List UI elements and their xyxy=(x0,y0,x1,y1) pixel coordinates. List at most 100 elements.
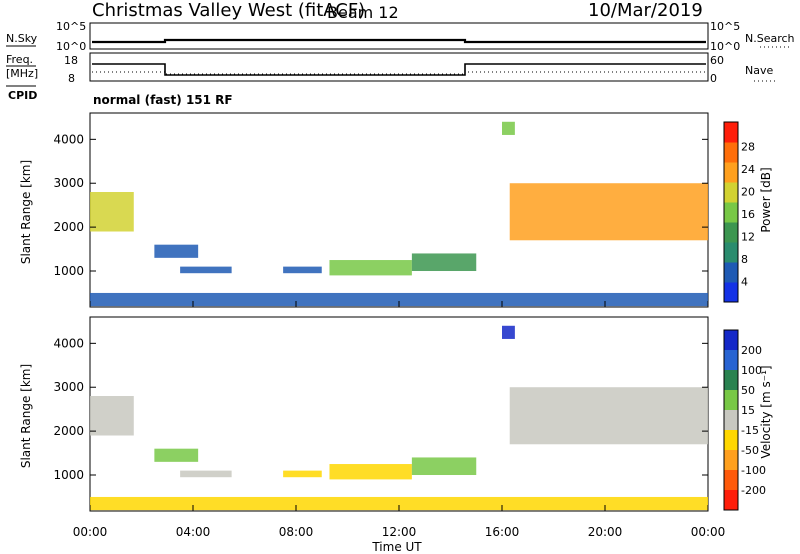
echo-region xyxy=(502,325,515,339)
colorbar-tick-label: 28 xyxy=(741,141,755,154)
colorbar-tick-label: -200 xyxy=(741,484,766,497)
freq-panel-frame xyxy=(89,52,709,82)
nsearch-label: N.Search xyxy=(745,32,795,45)
power-colorbar-label: Power [dB] xyxy=(759,167,773,232)
colorbar-swatch xyxy=(724,450,738,471)
freq-tick-top: 18 xyxy=(64,54,78,67)
colorbar-frame xyxy=(723,121,739,303)
nsky-trace xyxy=(92,38,706,44)
time-axis-tick-labels: 00:00 04:00 08:00 12:00 16:00 20:00 00:00 xyxy=(73,525,726,539)
colorbar-tick-label: 50 xyxy=(741,384,755,397)
y-tick-label: 2000 xyxy=(53,220,84,234)
nsearch-tick-top: 10^5 xyxy=(710,20,740,33)
echo-region xyxy=(180,470,232,478)
nsearch-tick-bottom: 10^0 xyxy=(710,40,740,53)
x-tick-label: 00:00 xyxy=(691,525,726,539)
velocity-panel: 1000 2000 3000 4000 Slant Range [km] 200 100… xyxy=(19,316,773,512)
nave-tick-bottom: 0 xyxy=(710,72,717,85)
colorbar-swatch xyxy=(724,410,738,431)
echo-region xyxy=(509,387,708,445)
freq-label: Freq. xyxy=(6,53,33,66)
colorbar-swatch xyxy=(724,470,738,491)
echo-region xyxy=(90,396,134,436)
colorbar-tick-label: 16 xyxy=(741,208,755,221)
freq-unit-label: [MHz] xyxy=(6,67,38,80)
velocity-colorbar: 200 100 50 15 -15 -50 -100 -200 xyxy=(723,329,766,511)
colorbar-swatch xyxy=(724,142,738,163)
colorbar-frame xyxy=(723,329,739,511)
colorbar-swatch xyxy=(724,242,738,263)
cpid-text: normal (fast) 151 RF xyxy=(93,93,233,107)
beam-label: Beam 12 xyxy=(327,3,399,22)
y-tick-label: 4000 xyxy=(53,336,84,350)
nave-tick-top: 60 xyxy=(710,54,724,67)
y-tick-label: 3000 xyxy=(53,380,84,394)
y-tick-label: 4000 xyxy=(53,132,84,146)
echo-region xyxy=(502,121,515,135)
y-tick-label: 3000 xyxy=(53,176,84,190)
colorbar-swatch xyxy=(724,430,738,451)
freq-tick-bottom: 8 xyxy=(68,72,75,85)
x-tick-label: 20:00 xyxy=(588,525,623,539)
velocity-echoes xyxy=(90,325,708,511)
colorbar-swatch xyxy=(724,262,738,283)
y-tick-label: 1000 xyxy=(53,468,84,482)
velocity-ylabel: Slant Range [km] xyxy=(19,364,33,468)
nsky-label: N.Sky xyxy=(6,32,38,45)
x-tick-label: 08:00 xyxy=(279,525,314,539)
colorbar-tick-label: -100 xyxy=(741,464,766,477)
x-tick-label: 16:00 xyxy=(485,525,520,539)
colorbar-tick-label: 20 xyxy=(741,186,755,199)
colorbar-swatch xyxy=(724,350,738,371)
echo-region xyxy=(283,470,322,478)
colorbar-swatch xyxy=(724,182,738,203)
echo-region xyxy=(154,448,199,462)
y-tick-label: 1000 xyxy=(53,264,84,278)
cpid-label: CPID xyxy=(8,89,37,102)
y-tick-label: 2000 xyxy=(53,424,84,438)
colorbar-tick-label: 4 xyxy=(741,276,748,289)
station-title: Christmas Valley West (fitACF) xyxy=(92,0,365,21)
echo-region xyxy=(180,266,232,274)
nave-label: Nave xyxy=(745,64,773,77)
colorbar-swatch xyxy=(724,202,738,223)
x-tick-label: 04:00 xyxy=(176,525,211,539)
colorbar-swatch xyxy=(724,122,738,143)
x-tick-label: 00:00 xyxy=(73,525,108,539)
colorbar-tick-label: 24 xyxy=(741,163,755,176)
time-axis-label: Time UT xyxy=(371,540,422,554)
power-colorbar: 4 8 12 16 20 24 28 xyxy=(723,121,755,303)
colorbar-swatch xyxy=(724,282,738,303)
nave-trace xyxy=(92,71,706,75)
nsky-panel-frame xyxy=(89,22,709,50)
nsky-tick-bottom: 10^0 xyxy=(56,40,86,53)
power-ylabel: Slant Range [km] xyxy=(19,160,33,264)
freq-trace xyxy=(92,63,706,76)
echo-region xyxy=(154,244,199,258)
colorbar-swatch xyxy=(724,162,738,183)
power-axis-ticks: 1000 2000 3000 4000 xyxy=(53,132,709,307)
power-echoes xyxy=(90,121,708,307)
nsky-tick-top: 10^5 xyxy=(56,20,86,33)
colorbar-tick-label: 8 xyxy=(741,253,748,266)
colorbar-swatch xyxy=(724,330,738,351)
colorbar-tick-label: 15 xyxy=(741,404,755,417)
colorbar-tick-label: 200 xyxy=(741,344,762,357)
echo-region xyxy=(90,192,134,232)
echo-region xyxy=(90,292,708,307)
colorbar-swatch xyxy=(724,390,738,411)
echo-region xyxy=(411,457,477,476)
echo-region xyxy=(90,496,708,511)
velocity-colorbar-label: Velocity [m s⁻¹] xyxy=(759,365,773,458)
x-tick-label: 12:00 xyxy=(382,525,417,539)
echo-region xyxy=(283,266,322,274)
echo-region xyxy=(329,464,412,480)
date-label: 10/Mar/2019 xyxy=(588,0,703,21)
colorbar-tick-label: 100 xyxy=(741,364,762,377)
colorbar-swatch xyxy=(724,370,738,391)
colorbar-tick-label: -50 xyxy=(741,444,759,457)
colorbar-tick-label: -15 xyxy=(741,424,759,437)
colorbar-tick-label: 12 xyxy=(741,231,755,244)
colorbar-swatch xyxy=(724,490,738,511)
